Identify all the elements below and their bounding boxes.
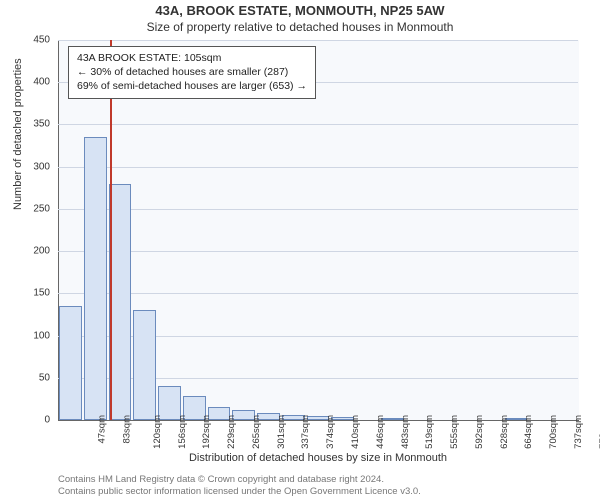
y-tick-label: 100: [0, 330, 50, 341]
x-tick-label: 156sqm: [176, 415, 187, 449]
gridline: [58, 251, 578, 252]
x-tick-label: 737sqm: [573, 415, 584, 449]
y-tick-label: 400: [0, 77, 50, 88]
attribution-footer: Contains HM Land Registry data © Crown c…: [58, 474, 578, 498]
x-tick-label: 120sqm: [152, 415, 163, 449]
histogram-bar: [133, 310, 156, 420]
x-tick-label: 192sqm: [201, 415, 212, 449]
plot-area: 47sqm83sqm120sqm156sqm192sqm229sqm265sqm…: [58, 40, 578, 420]
x-tick-label: 555sqm: [449, 415, 460, 449]
gridline: [58, 167, 578, 168]
chart-title-address: 43A, BROOK ESTATE, MONMOUTH, NP25 5AW: [0, 3, 600, 18]
x-tick-label: 628sqm: [498, 415, 509, 449]
x-tick-label: 700sqm: [548, 415, 559, 449]
footer-line-1: Contains HM Land Registry data © Crown c…: [58, 474, 578, 486]
x-tick-label: 664sqm: [523, 415, 534, 449]
info-larger-count: 69% of semi-detached houses are larger (…: [77, 79, 307, 93]
info-property-size: 43A BROOK ESTATE: 105sqm: [77, 51, 307, 65]
x-tick-label: 301sqm: [276, 415, 287, 449]
gridline: [58, 40, 578, 41]
y-tick-label: 150: [0, 288, 50, 299]
x-tick-label: 483sqm: [399, 415, 410, 449]
x-tick-label: 265sqm: [251, 415, 262, 449]
x-tick-label: 374sqm: [325, 415, 336, 449]
x-tick-label: 337sqm: [300, 415, 311, 449]
y-tick-label: 450: [0, 35, 50, 46]
y-tick-label: 300: [0, 161, 50, 172]
x-tick-label: 446sqm: [375, 415, 386, 449]
x-tick-label: 519sqm: [424, 415, 435, 449]
chart-subtitle: Size of property relative to detached ho…: [0, 20, 600, 34]
chart-container: 43A, BROOK ESTATE, MONMOUTH, NP25 5AW Si…: [0, 0, 600, 500]
gridline: [58, 293, 578, 294]
gridline: [58, 209, 578, 210]
x-tick-label: 229sqm: [226, 415, 237, 449]
y-tick-label: 0: [0, 415, 50, 426]
x-tick-label: 592sqm: [474, 415, 485, 449]
histogram-bar: [84, 137, 107, 420]
info-smaller-count: ← 30% of detached houses are smaller (28…: [77, 65, 307, 79]
x-axis-label: Distribution of detached houses by size …: [58, 452, 578, 464]
y-tick-label: 50: [0, 372, 50, 383]
y-tick-label: 350: [0, 119, 50, 130]
x-tick-label: 83sqm: [122, 415, 133, 444]
y-tick-label: 200: [0, 246, 50, 257]
x-tick-label: 47sqm: [97, 415, 108, 444]
y-axis-label: Number of detached properties: [12, 58, 24, 210]
footer-line-2: Contains public sector information licen…: [58, 486, 578, 498]
y-tick-label: 250: [0, 203, 50, 214]
gridline: [58, 124, 578, 125]
histogram-bar: [59, 306, 82, 420]
x-tick-label: 410sqm: [350, 415, 361, 449]
info-box: 43A BROOK ESTATE: 105sqm ← 30% of detach…: [68, 46, 316, 99]
